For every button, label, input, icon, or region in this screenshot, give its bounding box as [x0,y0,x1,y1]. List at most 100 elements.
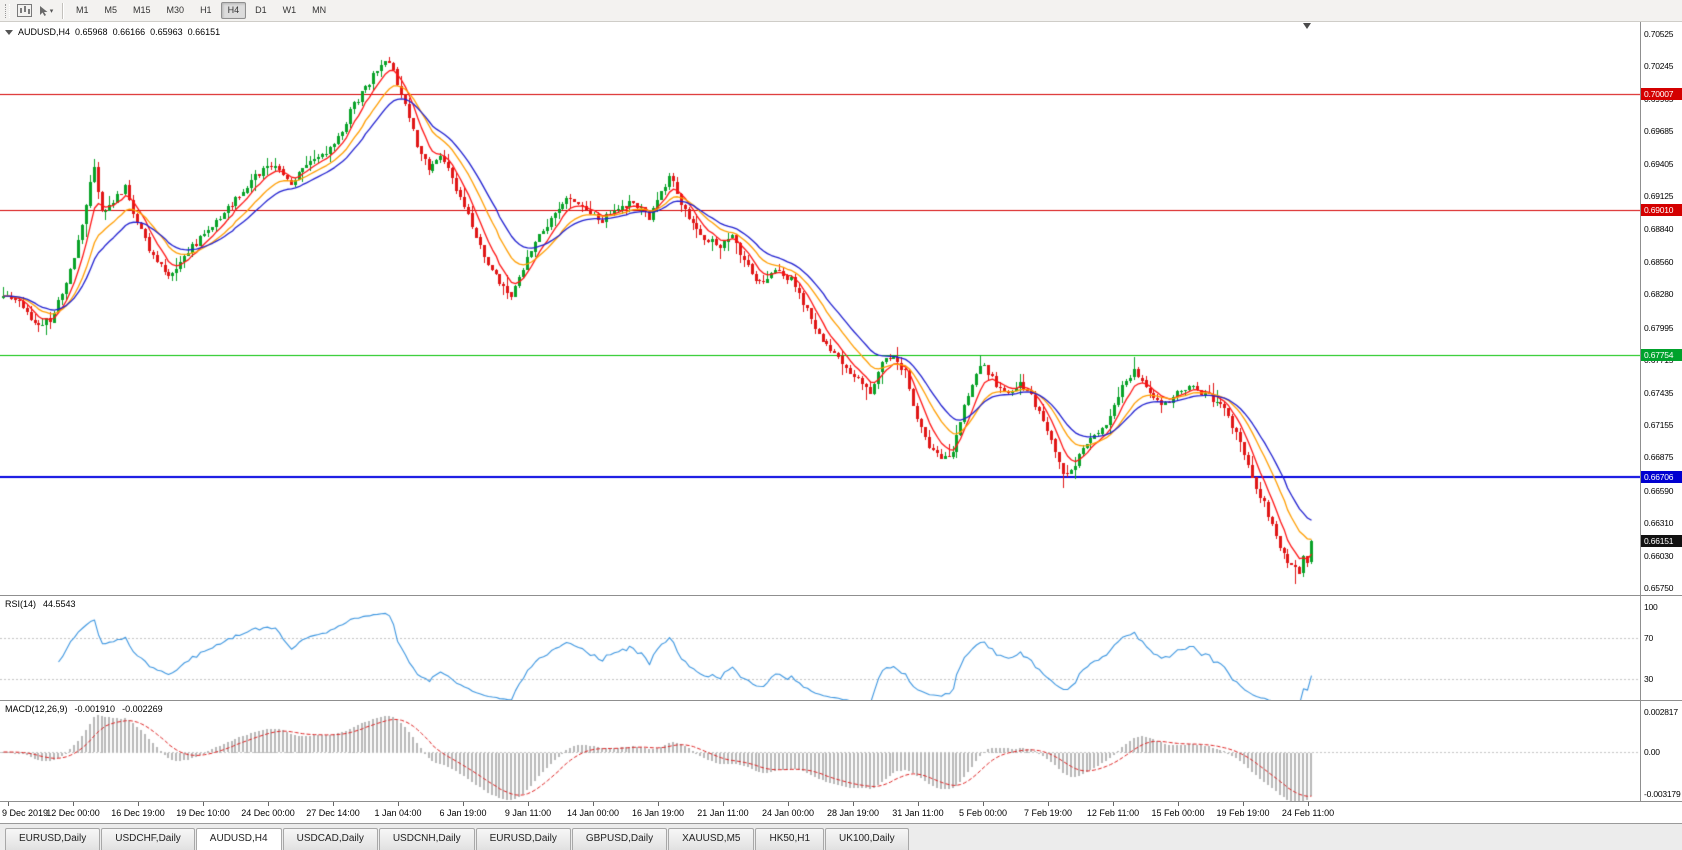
one-click-trading-icon[interactable] [5,29,13,35]
time-axis-label: 27 Dec 14:00 [306,808,360,818]
chart-tab-eurusd-daily[interactable]: EURUSD,Daily [5,828,101,850]
chart-shift-marker[interactable] [1303,23,1311,29]
price-axis-label: 0.67995 [1644,323,1674,333]
chart-type-icon[interactable] [13,2,35,20]
rsi-canvas[interactable] [0,596,1640,700]
timeframe-button-h1[interactable]: H1 [200,5,212,15]
macd-canvas[interactable] [0,701,1640,801]
timeframe-button-mn[interactable]: MN [312,5,327,15]
cursor-tool-dropdown-icon[interactable]: ▾ [35,2,57,20]
chart-tab-gbpusd-daily[interactable]: GBPUSD,Daily [571,828,668,850]
price-axis-label: 0.70245 [1644,61,1674,71]
time-axis-tick [983,802,984,806]
toolbar-grip[interactable] [5,3,10,18]
time-axis-tick [1048,802,1049,806]
time-axis-label: 12 Feb 11:00 [1086,808,1140,818]
macd-label: MACD(12,26,9) -0.001910 -0.002269 [5,704,163,714]
time-axis-label: 14 Jan 00:00 [566,808,620,818]
chart-tab-hk50-h1[interactable]: HK50,H1 [755,828,825,850]
time-axis-label: 21 Jan 11:00 [697,808,749,818]
toolbar-separator [62,2,63,19]
chart-tab-uk100-daily[interactable]: UK100,Daily [825,828,909,850]
time-axis-label: 24 Feb 11:00 [1281,808,1335,818]
time-axis-tick [203,802,204,806]
macd-axis-label: 0.00 [1644,747,1660,757]
chart-open-value: 0.65968 [75,27,108,37]
rsi-axis-label: 70 [1644,633,1654,643]
time-axis-tick [1308,802,1309,806]
time-axis-label: 9 Dec 2019 [2,808,49,818]
time-axis-tick [1243,802,1244,806]
price-axis[interactable]: 0.705250.702450.699650.696850.694050.691… [1640,22,1682,801]
price-axis-label: 0.70525 [1644,29,1674,39]
price-axis-label: 0.69125 [1644,191,1674,201]
timeframe-button-m1[interactable]: M1 [76,5,89,15]
timeframe-button-d1[interactable]: D1 [255,5,267,15]
time-axis-label: 19 Feb 19:00 [1216,808,1270,818]
time-axis-tick [138,802,139,806]
time-axis[interactable]: 9 Dec 2019 12 Dec 00:00 16 Dec 19:00 19 Dec… [0,801,1682,823]
price-line-badge: 0.69010 [1641,204,1682,216]
price-axis-label: 0.69685 [1644,126,1674,136]
price-axis-label: 0.67155 [1644,420,1674,430]
time-axis-label: 16 Jan 19:00 [631,808,685,818]
chart-high-value: 0.66166 [112,27,146,37]
time-axis-label: 28 Jan 19:00 [826,808,880,818]
timeframe-button-m15[interactable]: M15 [133,5,151,15]
price-axis-label: 0.68560 [1644,257,1674,267]
macd-name: MACD(12,26,9) [5,704,68,714]
price-axis-label: 0.66310 [1644,518,1674,528]
price-axis-label: 0.66590 [1644,486,1674,496]
macd-main-value: -0.001910 [74,704,116,714]
price-axis-label: 0.66875 [1644,452,1674,462]
time-axis-tick [73,802,74,806]
chart-tab-usdcnh-daily[interactable]: USDCNH,Daily [378,828,475,850]
timeframe-button-m30[interactable]: M30 [166,5,185,15]
price-line-badge: 0.67754 [1641,349,1682,361]
time-axis-tick [723,802,724,806]
time-axis-tick [333,802,334,806]
price-axis-label: 0.65750 [1644,583,1674,593]
chart-tab-usdchf-daily[interactable]: USDCHF,Daily [101,828,195,850]
chart-tab-usdcad-daily[interactable]: USDCAD,Daily [282,828,378,850]
time-axis-tick [1178,802,1179,806]
timeframes-toolbar: ▾ M1 M5 M15 M30 H1 H4 D1 W1 MN [0,0,1682,22]
rsi-axis-label: 30 [1644,674,1654,684]
chart-tabs-bar: EURUSD,Daily USDCHF,Daily AUDUSD,H4 USDCAD,… [0,823,1682,850]
dropdown-arrow-icon: ▾ [49,7,54,15]
time-axis-label: 9 Jan 11:00 [504,808,552,818]
time-axis-tick [268,802,269,806]
time-axis-tick [8,802,9,806]
time-axis-label: 19 Dec 10:00 [176,808,230,818]
chart-tab-audusd-h4[interactable]: AUDUSD,H4 [195,828,282,850]
time-axis-label: 24 Jan 00:00 [761,808,815,818]
time-axis-tick [918,802,919,806]
macd-axis-label: -0.003179 [1644,789,1681,799]
chart-tab-xauusd-m5[interactable]: XAUUSD,M5 [668,828,755,850]
time-axis-label: 1 Jan 04:00 [374,808,422,818]
chart-title: AUDUSD,H4 0.65968 0.66166 0.65963 0.6615… [5,27,220,37]
price-axis-label: 0.67435 [1644,388,1674,398]
price-axis-label: 0.69405 [1644,159,1674,169]
timeframe-button-w1[interactable]: W1 [282,5,297,15]
rsi-axis-label: 100 [1644,602,1658,612]
time-axis-tick [593,802,594,806]
panel-separator[interactable] [0,595,1682,596]
rsi-label: RSI(14) 44.5543 [5,599,76,609]
current-price-badge: 0.66151 [1641,535,1682,547]
time-axis-label: 12 Dec 00:00 [46,808,100,818]
timeframe-button-h4[interactable]: H4 [220,2,247,19]
price-line-badge: 0.66706 [1641,471,1682,483]
rsi-value: 44.5543 [43,599,76,609]
time-axis-label: 24 Dec 00:00 [241,808,295,818]
time-axis-label: 15 Feb 00:00 [1151,808,1205,818]
price-chart-canvas[interactable] [0,22,1640,595]
panel-separator[interactable] [0,700,1682,701]
price-axis-label: 0.68840 [1644,224,1674,234]
chart-tab-eurusd-daily[interactable]: EURUSD,Daily [475,828,571,850]
price-line-badge: 0.70007 [1641,88,1682,100]
time-axis-tick [658,802,659,806]
rsi-name: RSI(14) [5,599,37,609]
timeframe-button-m5[interactable]: M5 [104,5,118,15]
time-axis-label: 7 Feb 19:00 [1023,808,1073,818]
